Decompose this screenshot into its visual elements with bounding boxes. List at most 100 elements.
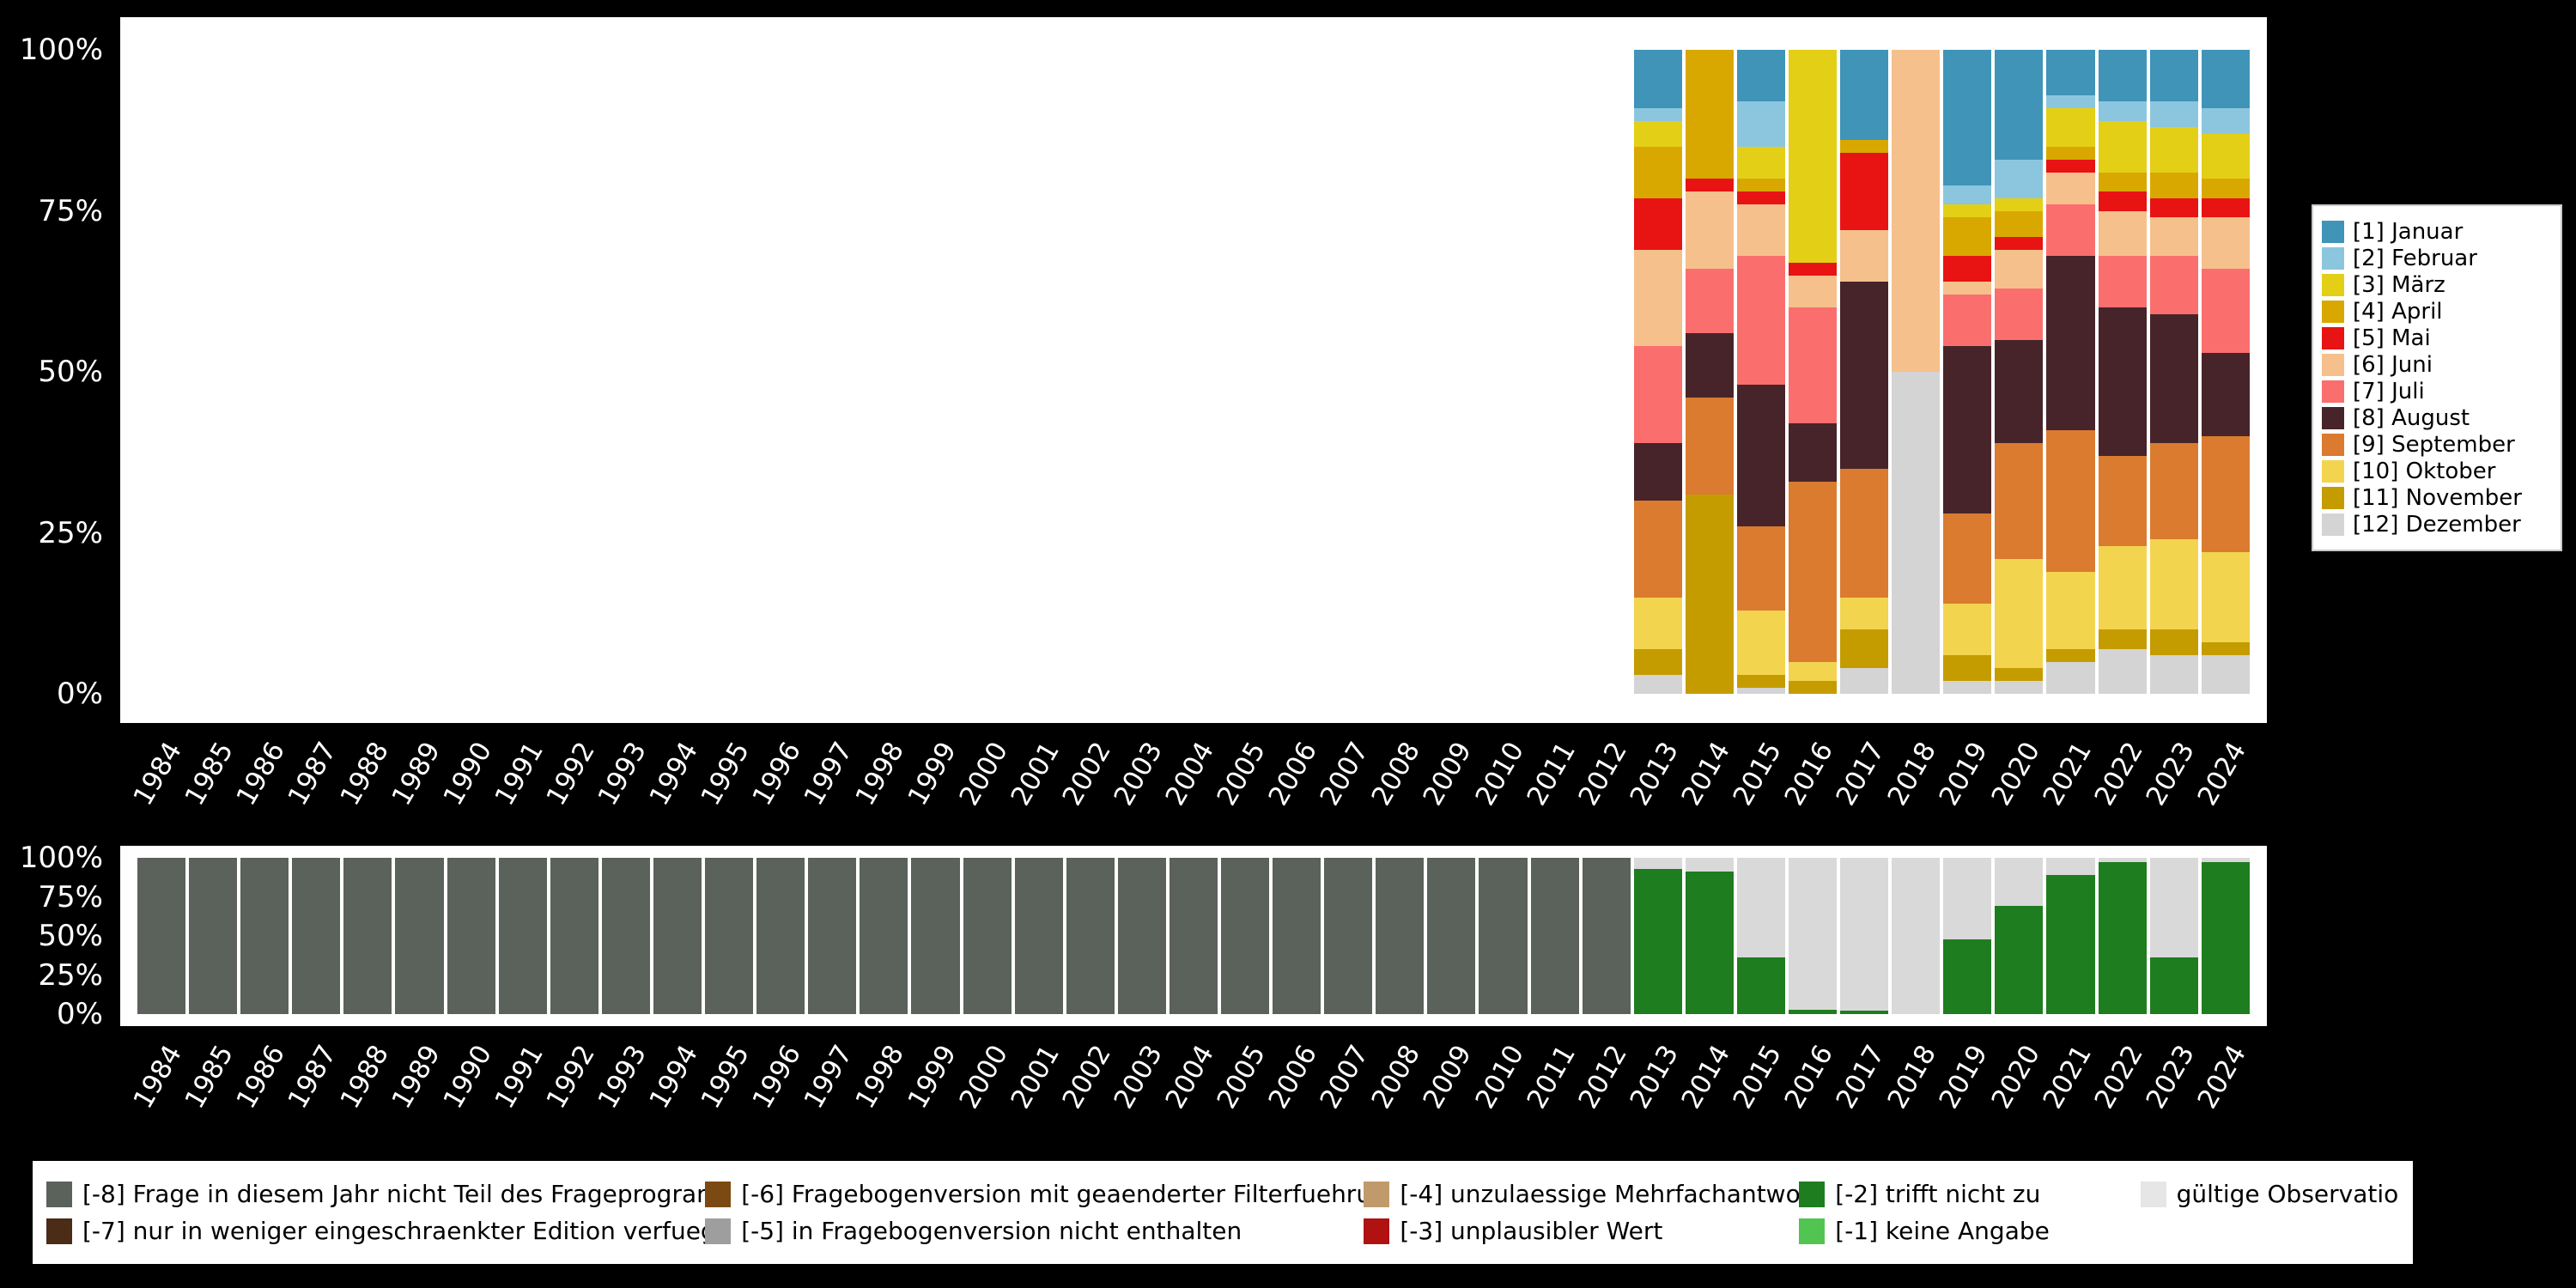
x-tick-2000: 2000 <box>962 1035 1013 1151</box>
stacked-bar-2014 <box>1686 50 1734 694</box>
bar-segment <box>1943 204 1991 217</box>
bar-segment <box>1943 282 1991 295</box>
x-tick-label: 2024 <box>2191 737 2252 811</box>
bar-segment <box>2202 269 2250 353</box>
bar-segment <box>1840 629 1888 668</box>
stacked-bar-2002 <box>1066 858 1115 1014</box>
bar-segment <box>1583 858 1631 1014</box>
stacked-bar-2018 <box>1892 50 1940 694</box>
bar-segment <box>1892 858 1940 1014</box>
bar-segment <box>2202 436 2250 552</box>
bar-segment <box>395 858 443 1014</box>
legend-item: [6] Juni <box>2322 351 2552 378</box>
x-tick-2007: 2007 <box>1322 1035 1374 1151</box>
x-tick-1999: 1999 <box>909 732 961 848</box>
x-tick-2006: 2006 <box>1271 1035 1322 1151</box>
bar-segment <box>1789 681 1837 694</box>
bar-segment <box>2202 50 2250 108</box>
bar-segment <box>705 858 753 1014</box>
missing-chart-x-axis-labels: 1984198519861987198819891990199119921993… <box>136 1035 2251 1151</box>
bar-segment <box>963 858 1012 1014</box>
legend-item: [1] Januar <box>2322 218 2552 245</box>
bar-segment <box>1943 217 1991 256</box>
x-tick-label: 1992 <box>540 737 601 811</box>
bar-segment <box>2099 456 2147 546</box>
bar-segment <box>1118 858 1166 1014</box>
bar-segment <box>1995 160 2043 198</box>
bar-segment <box>2099 50 2147 101</box>
legend-item: [2] Februar <box>2322 245 2552 271</box>
x-tick-label: 1995 <box>696 1040 756 1114</box>
year-slot-2000 <box>962 858 1013 1014</box>
year-slot-1994 <box>652 858 703 1014</box>
bar-segment <box>1943 681 1991 694</box>
year-slot-2012 <box>1581 858 1632 1014</box>
bar-segment <box>2046 572 2094 649</box>
stacked-bar-2016 <box>1789 50 1837 694</box>
legend-swatch-icon <box>2322 301 2344 323</box>
bar-segment <box>1634 443 1682 501</box>
bar-segment <box>602 858 650 1014</box>
stacked-bar-2010 <box>1479 858 1527 1014</box>
year-slot-2013 <box>1632 858 1684 1014</box>
year-slot-1999 <box>909 50 961 694</box>
x-tick-label: 2009 <box>1418 737 1479 811</box>
year-slot-2024 <box>2200 858 2251 1014</box>
bar-segment <box>2099 256 2147 307</box>
bar-segment <box>1634 675 1682 695</box>
year-slot-2006 <box>1271 50 1322 694</box>
x-tick-1986: 1986 <box>239 732 290 848</box>
x-tick-1985: 1985 <box>187 1035 239 1151</box>
bar-segment <box>1943 939 1991 1014</box>
x-tick-2016: 2016 <box>1787 1035 1838 1151</box>
bar-segment <box>1479 858 1527 1014</box>
x-tick-label: 2019 <box>1934 1040 1995 1114</box>
x-tick-label: 1986 <box>231 737 292 811</box>
x-tick-label: 1987 <box>283 737 343 811</box>
y-tick-label: 75% <box>38 880 103 914</box>
x-tick-2001: 2001 <box>1013 732 1065 848</box>
x-tick-label: 2001 <box>1005 1040 1066 1114</box>
bar-segment <box>911 858 959 1014</box>
x-tick-1997: 1997 <box>806 732 858 848</box>
bar-segment <box>1892 372 1940 694</box>
x-tick-label: 1996 <box>747 737 808 811</box>
x-tick-label: 2021 <box>2037 737 2098 811</box>
legend-label: [5] Mai <box>2353 325 2431 351</box>
x-tick-label: 2018 <box>1882 737 1943 811</box>
bar-segment <box>1840 668 1888 694</box>
year-slot-1987 <box>290 858 342 1014</box>
y-tick-label: 0% <box>57 677 103 711</box>
year-slot-2024 <box>2200 50 2251 694</box>
legend-item: [-6] Fragebogenversion mit geaenderter F… <box>705 1180 1364 1208</box>
stacked-bar-2007 <box>1324 858 1372 1014</box>
x-tick-2012: 2012 <box>1581 732 1632 848</box>
bar-segment <box>1686 495 1734 695</box>
x-tick-label: 2009 <box>1418 1040 1479 1114</box>
x-tick-label: 2010 <box>1469 737 1530 811</box>
legend-swatch-icon <box>1799 1182 1825 1207</box>
legend-label: [-6] Fragebogenversion mit geaenderter F… <box>741 1180 1364 1208</box>
bar-segment <box>2046 662 2094 695</box>
bar-segment <box>2046 256 2094 430</box>
bar-segment <box>1995 443 2043 559</box>
bar-segment <box>1737 526 1785 611</box>
x-tick-2013: 2013 <box>1632 732 1684 848</box>
year-slot-2013 <box>1632 50 1684 694</box>
x-tick-label: 1994 <box>644 737 705 811</box>
year-slot-2021 <box>2044 858 2096 1014</box>
x-tick-label: 1990 <box>437 1040 498 1114</box>
legend-label: [-4] unzulaessige Mehrfachantwort <box>1400 1180 1799 1208</box>
legend-label: [-8] Frage in diesem Jahr nicht Teil des… <box>82 1180 705 1208</box>
stacked-bar-1993 <box>602 858 650 1014</box>
stacked-bar-2022 <box>2099 858 2147 1014</box>
stacked-bar-2014 <box>1686 858 1734 1014</box>
x-tick-label: 1986 <box>231 1040 292 1114</box>
year-slot-2001 <box>1013 858 1065 1014</box>
x-tick-label: 1996 <box>747 1040 808 1114</box>
year-slot-2010 <box>1477 50 1528 694</box>
year-slot-2021 <box>2044 50 2096 694</box>
year-slot-1993 <box>600 858 652 1014</box>
year-slot-2010 <box>1477 858 1528 1014</box>
bar-segment <box>2150 858 2198 957</box>
